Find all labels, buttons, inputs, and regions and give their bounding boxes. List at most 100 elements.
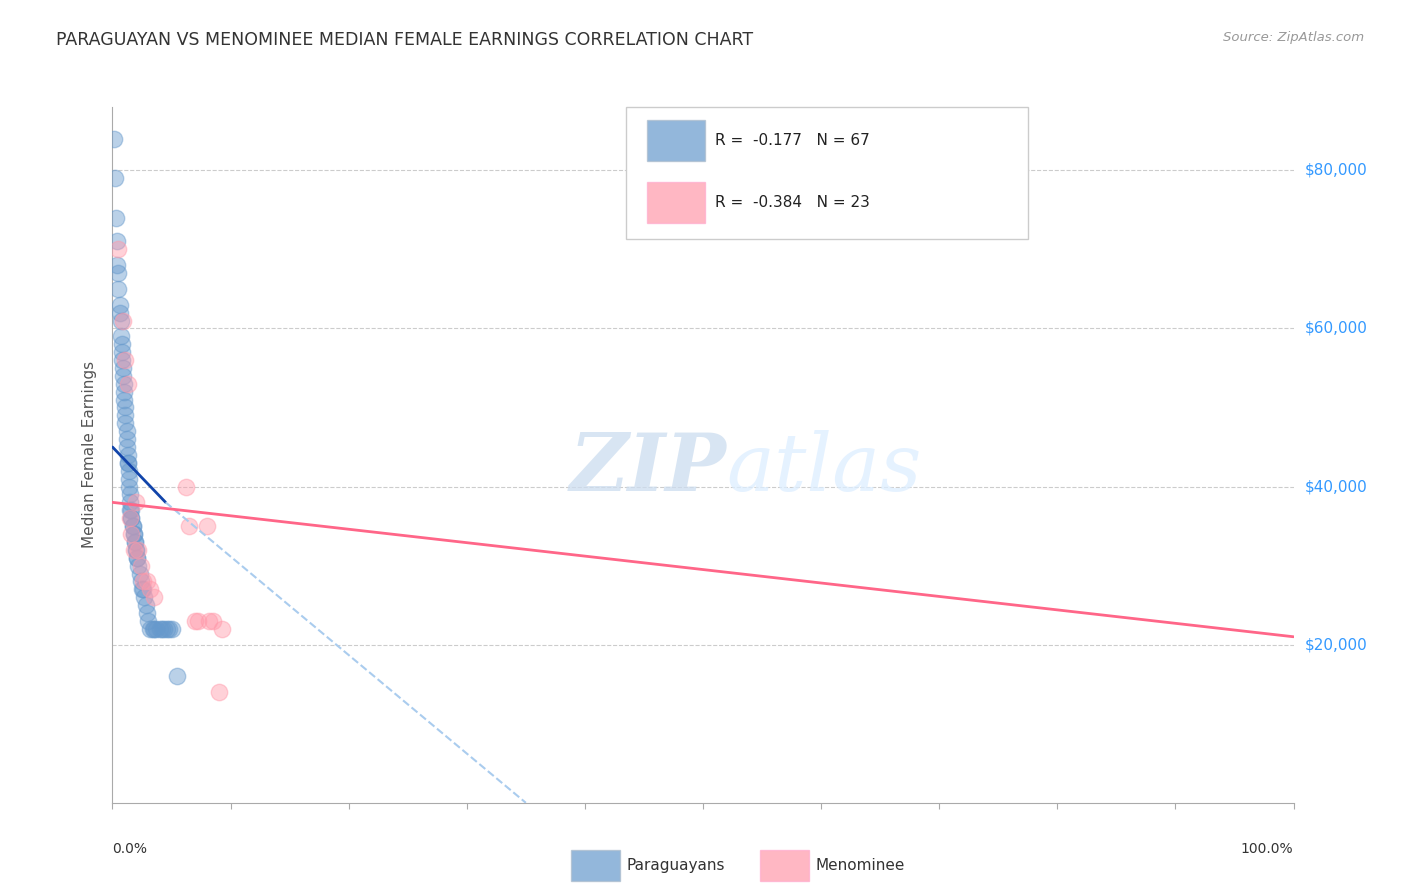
Point: [127, 542, 149, 557]
Point: [110, 329, 132, 343]
Point: [135, 574, 157, 589]
Point: [157, 622, 180, 636]
Point: [150, 622, 173, 636]
Point: [120, 527, 142, 541]
Point: [112, 361, 135, 376]
Text: Paraguayans: Paraguayans: [626, 858, 724, 873]
FancyBboxPatch shape: [648, 120, 706, 161]
Point: [120, 511, 142, 525]
Point: [132, 574, 155, 589]
Point: [139, 622, 162, 636]
Point: [160, 622, 183, 636]
Point: [127, 558, 149, 573]
Point: [198, 614, 221, 628]
Point: [118, 472, 141, 486]
Y-axis label: Median Female Earnings: Median Female Earnings: [82, 361, 97, 549]
Point: [112, 392, 135, 407]
Point: [104, 171, 127, 186]
Point: [111, 345, 134, 359]
Point: [117, 448, 139, 462]
Point: [122, 527, 145, 541]
Point: [184, 614, 207, 628]
Point: [179, 519, 201, 533]
Point: [112, 313, 135, 327]
Point: [145, 622, 167, 636]
Point: [118, 464, 141, 478]
FancyBboxPatch shape: [648, 182, 706, 223]
Point: [114, 409, 136, 423]
Text: ZIP: ZIP: [569, 430, 727, 508]
Text: Menominee: Menominee: [815, 858, 904, 873]
Point: [142, 622, 165, 636]
Point: [115, 440, 138, 454]
Point: [129, 558, 152, 573]
Point: [124, 535, 146, 549]
Point: [201, 614, 224, 628]
Point: [121, 519, 143, 533]
Text: R =  -0.177   N = 67: R = -0.177 N = 67: [714, 133, 869, 148]
Point: [129, 574, 152, 589]
Point: [117, 456, 139, 470]
Point: [107, 282, 129, 296]
Point: [112, 376, 135, 391]
Point: [111, 353, 134, 368]
Text: 0.0%: 0.0%: [112, 842, 148, 855]
Point: [153, 622, 176, 636]
FancyBboxPatch shape: [571, 850, 620, 880]
Point: [107, 243, 129, 257]
Point: [131, 582, 153, 597]
Point: [135, 606, 157, 620]
Point: [105, 211, 128, 225]
Text: $60,000: $60,000: [1305, 321, 1368, 336]
Point: [108, 305, 131, 319]
Text: $80,000: $80,000: [1305, 163, 1368, 178]
Point: [125, 542, 148, 557]
Text: PARAGUAYAN VS MENOMINEE MEDIAN FEMALE EARNINGS CORRELATION CHART: PARAGUAYAN VS MENOMINEE MEDIAN FEMALE EA…: [56, 31, 754, 49]
Point: [135, 598, 157, 612]
Text: 100.0%: 100.0%: [1241, 842, 1294, 855]
Point: [120, 487, 142, 501]
Point: [134, 591, 156, 605]
Point: [120, 495, 142, 509]
Point: [139, 582, 162, 597]
Point: [114, 401, 136, 415]
Point: [208, 685, 231, 699]
Point: [149, 622, 172, 636]
Text: $20,000: $20,000: [1305, 637, 1368, 652]
Point: [115, 424, 138, 438]
Point: [195, 519, 218, 533]
FancyBboxPatch shape: [759, 850, 810, 880]
Point: [118, 479, 141, 493]
Point: [120, 511, 142, 525]
Point: [111, 337, 134, 351]
FancyBboxPatch shape: [626, 107, 1028, 239]
Point: [121, 519, 143, 533]
Point: [122, 542, 145, 557]
Point: [120, 503, 142, 517]
Point: [105, 235, 128, 249]
Point: [112, 368, 135, 383]
Point: [107, 266, 129, 280]
Point: [128, 566, 150, 581]
Point: [166, 669, 188, 683]
Point: [114, 353, 136, 368]
Point: [127, 550, 149, 565]
Point: [136, 614, 159, 628]
Text: Source: ZipAtlas.com: Source: ZipAtlas.com: [1223, 31, 1364, 45]
Point: [124, 535, 146, 549]
Point: [108, 298, 131, 312]
Point: [103, 131, 125, 145]
Point: [114, 417, 136, 431]
Point: [174, 479, 197, 493]
Point: [132, 582, 155, 597]
Point: [125, 495, 148, 509]
Point: [117, 376, 139, 391]
Point: [115, 432, 138, 446]
Point: [142, 591, 165, 605]
Point: [117, 456, 139, 470]
Point: [156, 622, 179, 636]
Text: $40,000: $40,000: [1305, 479, 1368, 494]
Text: R =  -0.384   N = 23: R = -0.384 N = 23: [714, 194, 870, 210]
Point: [110, 313, 132, 327]
Point: [211, 622, 233, 636]
